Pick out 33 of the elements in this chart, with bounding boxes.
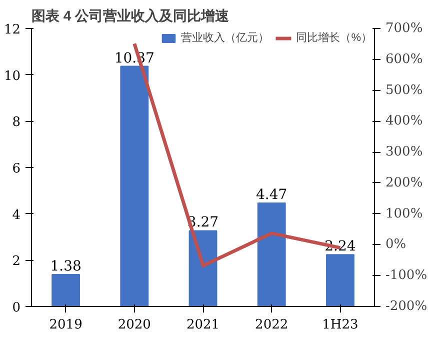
y2-tick-label: 0% <box>386 237 406 252</box>
y2-tick-label: 400% <box>386 114 423 129</box>
y2-tick-label: 700% <box>386 21 423 36</box>
x-tick-label: 1H23 <box>322 318 358 332</box>
x-tick-label: 2020 <box>118 318 151 332</box>
y-tick-label: 2 <box>12 254 21 270</box>
y-tick-label: 8 <box>12 115 21 130</box>
y-tick-label: 0 <box>12 300 21 316</box>
x-tick-label: 2022 <box>255 318 288 332</box>
x-tick-label: 2021 <box>186 318 220 332</box>
bar <box>257 202 286 306</box>
y2-tick-label: 100% <box>386 206 423 222</box>
y2-tick-label: 200% <box>386 175 423 190</box>
y-tick-label: 4 <box>12 208 21 223</box>
y-tick-label: 6 <box>12 162 21 176</box>
y2-tick-label: 600% <box>386 52 423 67</box>
y2-tick-label: -200% <box>386 299 428 314</box>
legend-label: 同比增长（%） <box>296 31 372 45</box>
legend-label: 营业收入（亿元） <box>181 31 270 45</box>
y-tick-label: 10 <box>4 68 21 84</box>
y2-tick-label: -100% <box>386 268 428 284</box>
data-label: 2.24 <box>324 238 356 255</box>
y2-tick-label: 300% <box>386 144 423 160</box>
bar <box>188 230 218 306</box>
y-tick-label: 12 <box>4 22 21 38</box>
bar <box>326 254 354 306</box>
y2-tick-label: 500% <box>386 82 423 98</box>
chart-title: 图表 4 公司营业收入及同比增速 <box>32 8 230 24</box>
data-label: 1.38 <box>50 258 82 275</box>
x-tick-label: 2019 <box>49 318 82 332</box>
bar <box>52 274 80 306</box>
data-label: 4.47 <box>256 186 288 203</box>
bar <box>120 66 149 306</box>
